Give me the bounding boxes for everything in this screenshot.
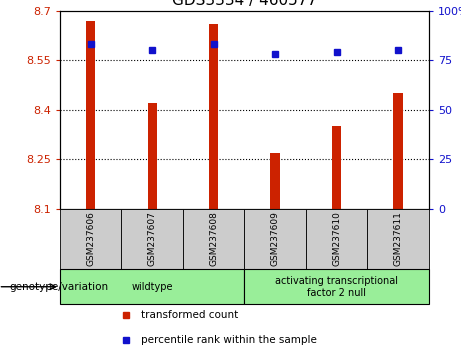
- Text: transformed count: transformed count: [141, 310, 238, 320]
- Text: GSM237609: GSM237609: [271, 211, 279, 267]
- Title: GDS3334 / 460577: GDS3334 / 460577: [172, 0, 317, 8]
- Bar: [244, 209, 306, 269]
- Bar: [367, 209, 429, 269]
- Bar: [121, 209, 183, 269]
- Bar: [244, 269, 429, 304]
- Text: GSM237606: GSM237606: [86, 211, 95, 267]
- Bar: [86, 21, 95, 209]
- Text: wildtype: wildtype: [131, 282, 173, 292]
- Bar: [209, 24, 218, 209]
- Text: GSM237610: GSM237610: [332, 211, 341, 267]
- Bar: [60, 269, 244, 304]
- Text: genotype/variation: genotype/variation: [9, 282, 108, 292]
- Bar: [393, 93, 402, 209]
- Text: GSM237607: GSM237607: [148, 211, 157, 267]
- Bar: [183, 209, 244, 269]
- Text: GSM237608: GSM237608: [209, 211, 218, 267]
- Bar: [332, 126, 341, 209]
- Bar: [306, 209, 367, 269]
- Bar: [60, 209, 121, 269]
- Bar: [148, 103, 157, 209]
- Text: GSM237611: GSM237611: [394, 211, 402, 267]
- Bar: [271, 153, 280, 209]
- Text: activating transcriptional
factor 2 null: activating transcriptional factor 2 null: [275, 276, 398, 298]
- Text: percentile rank within the sample: percentile rank within the sample: [141, 335, 317, 344]
